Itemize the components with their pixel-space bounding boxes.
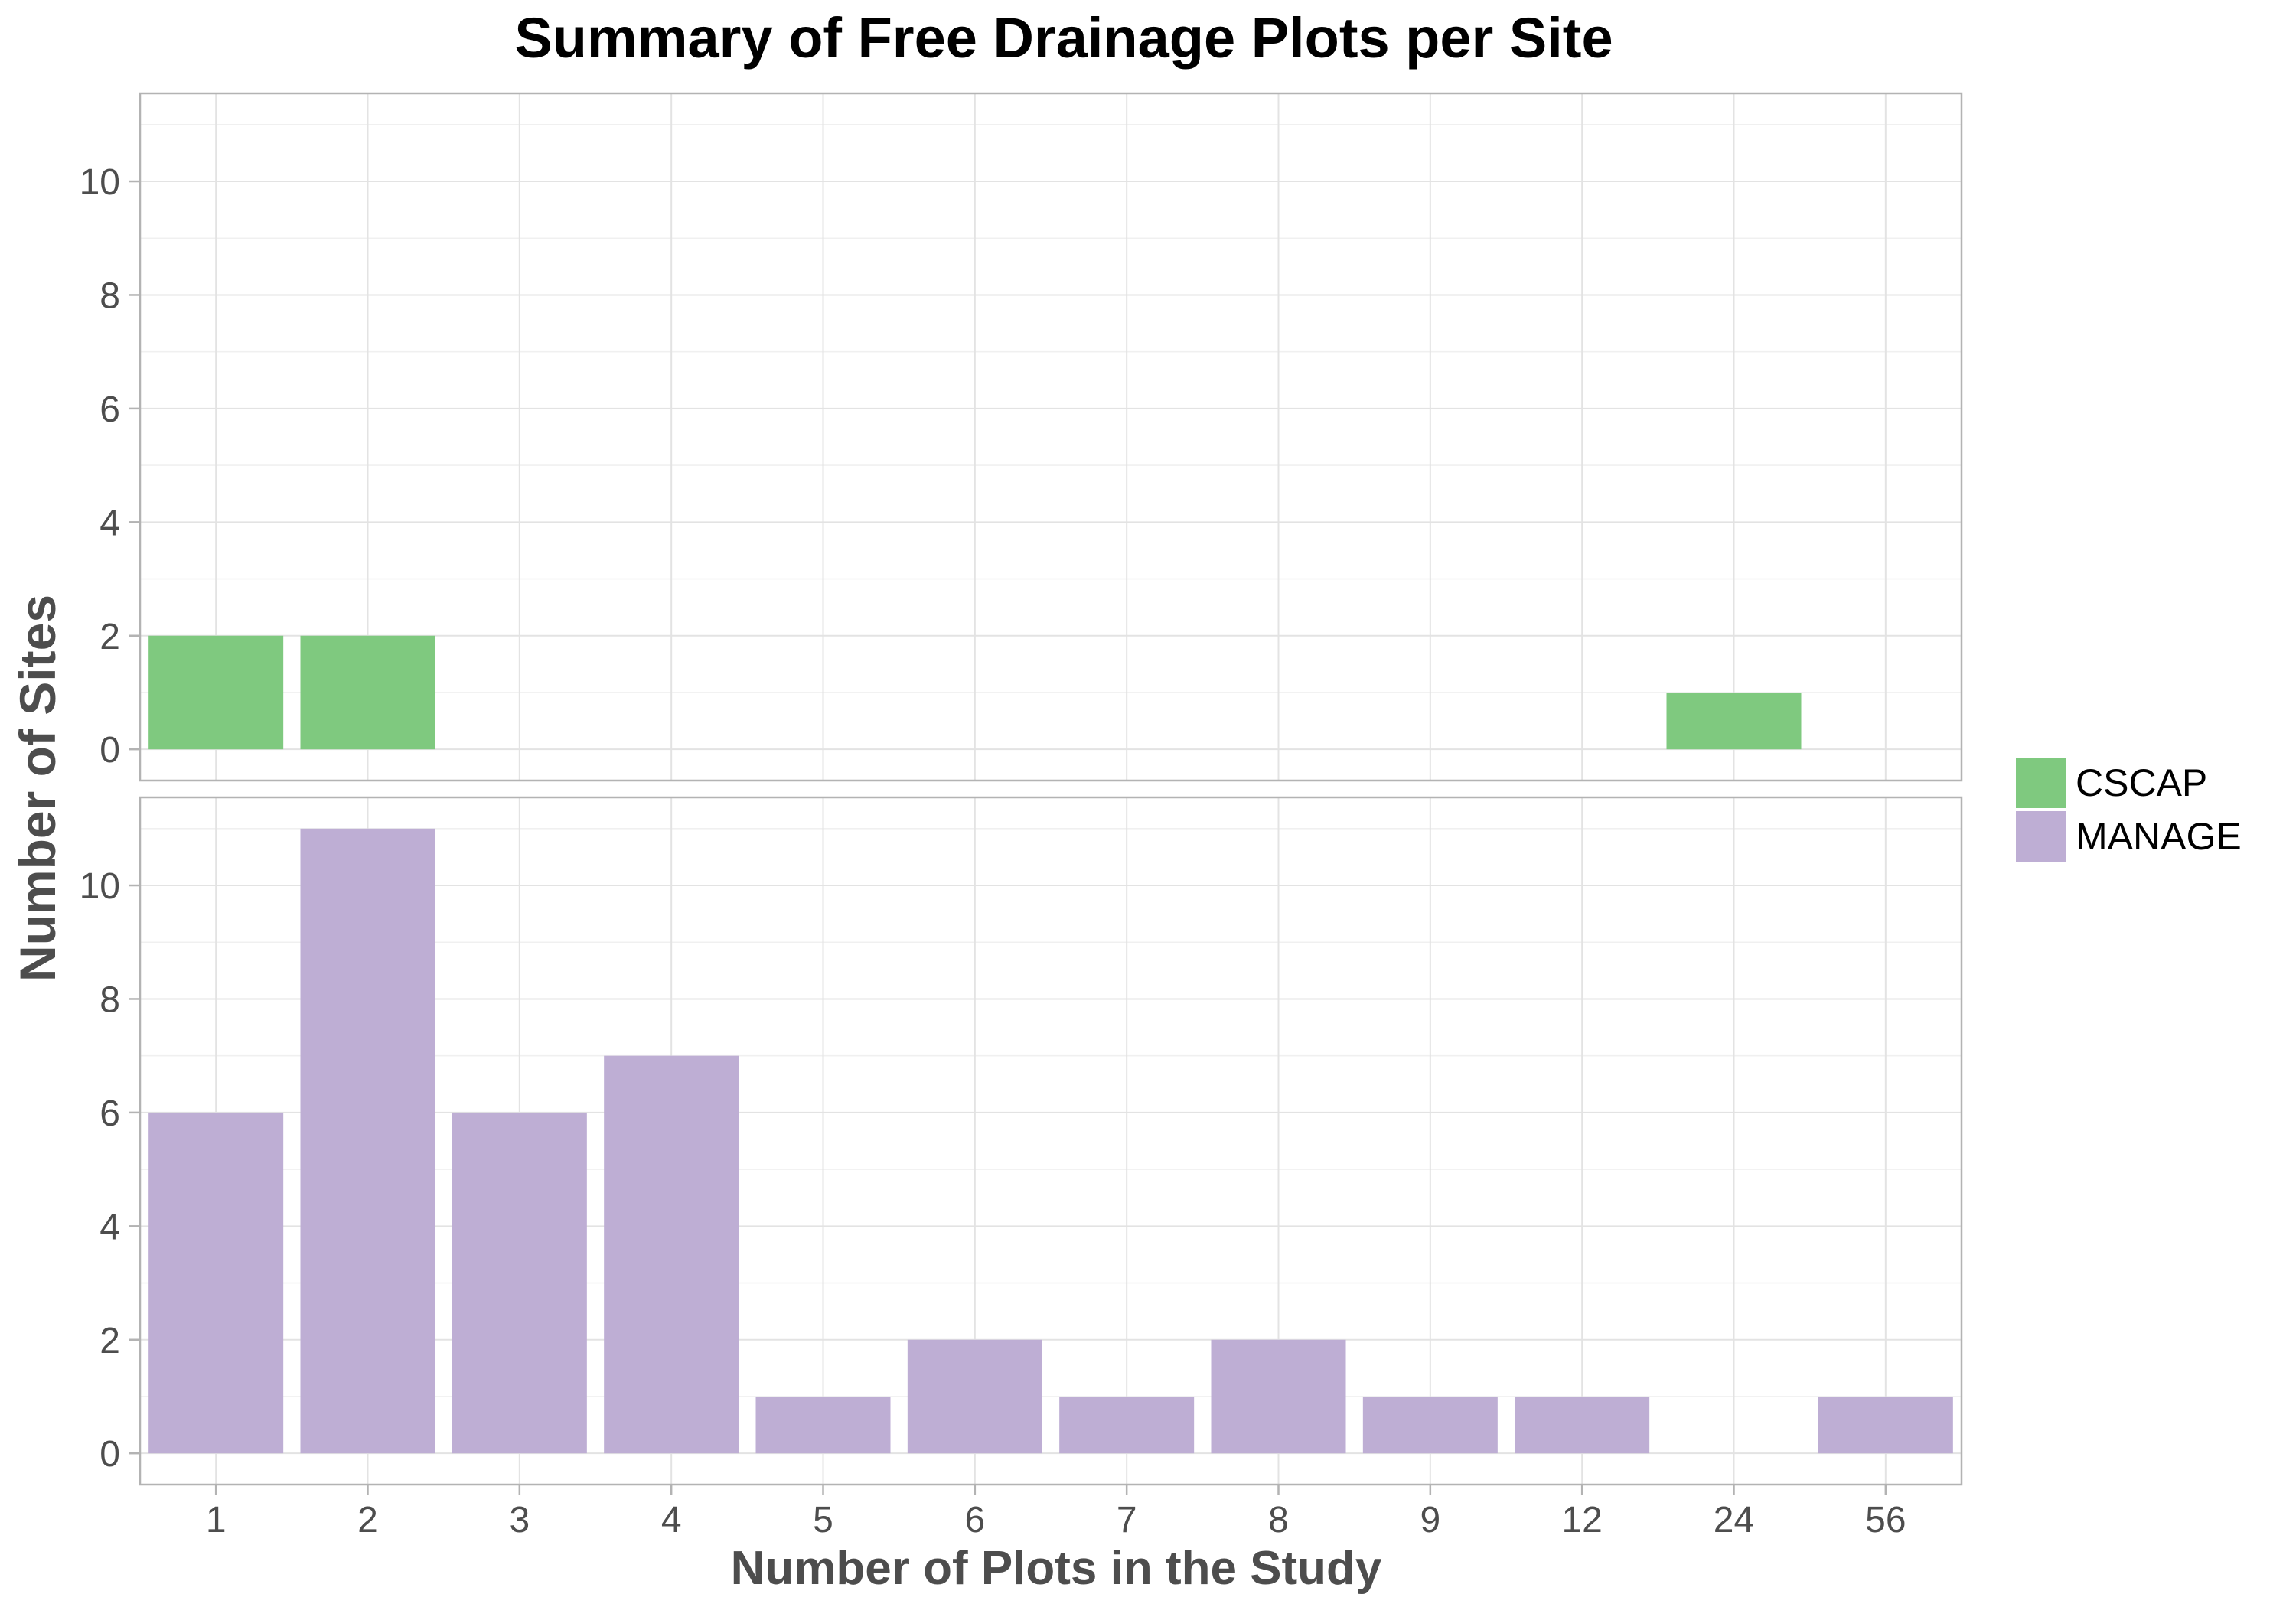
x-tick-label: 5 <box>813 1500 833 1540</box>
bar-manage-4 <box>604 1055 739 1454</box>
y-tick-label: 0 <box>99 730 120 771</box>
x-axis-title: Number of Plots in the Study <box>731 1542 1382 1595</box>
legend: CSCAP MANAGE <box>2016 758 2242 862</box>
bar-manage-3 <box>452 1112 587 1454</box>
bar-cscap-1 <box>148 635 284 750</box>
bar-manage-7 <box>1059 1396 1195 1454</box>
y-axis-title: Number of Sites <box>9 595 66 982</box>
x-tick-label: 3 <box>509 1500 530 1540</box>
x-tick-label: 2 <box>357 1500 378 1540</box>
x-tick-label: 9 <box>1420 1500 1440 1540</box>
bar-manage-8 <box>1211 1339 1346 1454</box>
y-tick-label: 10 <box>80 162 120 203</box>
y-tick-label: 6 <box>99 1094 120 1134</box>
y-tick-label: 8 <box>99 275 120 316</box>
y-tick-label: 2 <box>99 617 120 657</box>
legend-swatch <box>2016 758 2066 808</box>
x-tick-label: 12 <box>1561 1500 1602 1540</box>
x-tick-label: 7 <box>1117 1500 1137 1540</box>
bar-manage-5 <box>755 1396 891 1454</box>
legend-label: MANAGE <box>2076 815 2242 858</box>
bar-manage-9 <box>1362 1396 1498 1454</box>
panel-cscap: 0 2 4 6 8 10 <box>80 92 1963 782</box>
bar-cscap-2 <box>300 635 435 750</box>
panel-manage: 0 2 4 6 8 10 <box>80 796 1963 1486</box>
bar-cscap-24 <box>1666 692 1802 750</box>
y-tick-label: 4 <box>99 503 120 543</box>
y-tick-label: 2 <box>99 1321 120 1361</box>
x-axis: 1 2 3 4 5 6 7 8 9 12 24 56 <box>206 1485 1906 1540</box>
bar-manage-6 <box>907 1339 1042 1454</box>
x-tick-label: 6 <box>964 1500 985 1540</box>
x-tick-label: 1 <box>206 1500 227 1540</box>
y-tick-label: 0 <box>99 1434 120 1475</box>
x-tick-label: 56 <box>1865 1500 1906 1540</box>
panel-background <box>140 797 1962 1485</box>
legend-item-manage: MANAGE <box>2016 811 2242 862</box>
panel-border <box>139 92 1963 782</box>
panel-border <box>139 796 1963 1486</box>
chart-title: Summary of Free Drainage Plots per Site <box>514 6 1613 70</box>
y-tick-label: 8 <box>99 980 120 1020</box>
panel-background <box>140 93 1962 781</box>
x-tick-label: 4 <box>661 1500 682 1540</box>
x-tick-label: 8 <box>1268 1500 1289 1540</box>
legend-label: CSCAP <box>2076 761 2207 804</box>
bar-manage-56 <box>1818 1396 1953 1454</box>
bar-manage-12 <box>1515 1396 1650 1454</box>
bar-manage-1 <box>148 1112 284 1454</box>
x-tick-label: 24 <box>1714 1500 1754 1540</box>
y-tick-label: 10 <box>80 866 120 907</box>
legend-item-cscap: CSCAP <box>2016 758 2207 808</box>
bar-manage-2 <box>300 828 435 1454</box>
facet-panels: 0 2 4 6 8 10 0 2 4 6 8 10 <box>80 92 1963 1486</box>
y-tick-label: 6 <box>99 390 120 430</box>
y-tick-label: 4 <box>99 1207 120 1247</box>
legend-swatch <box>2016 811 2066 862</box>
